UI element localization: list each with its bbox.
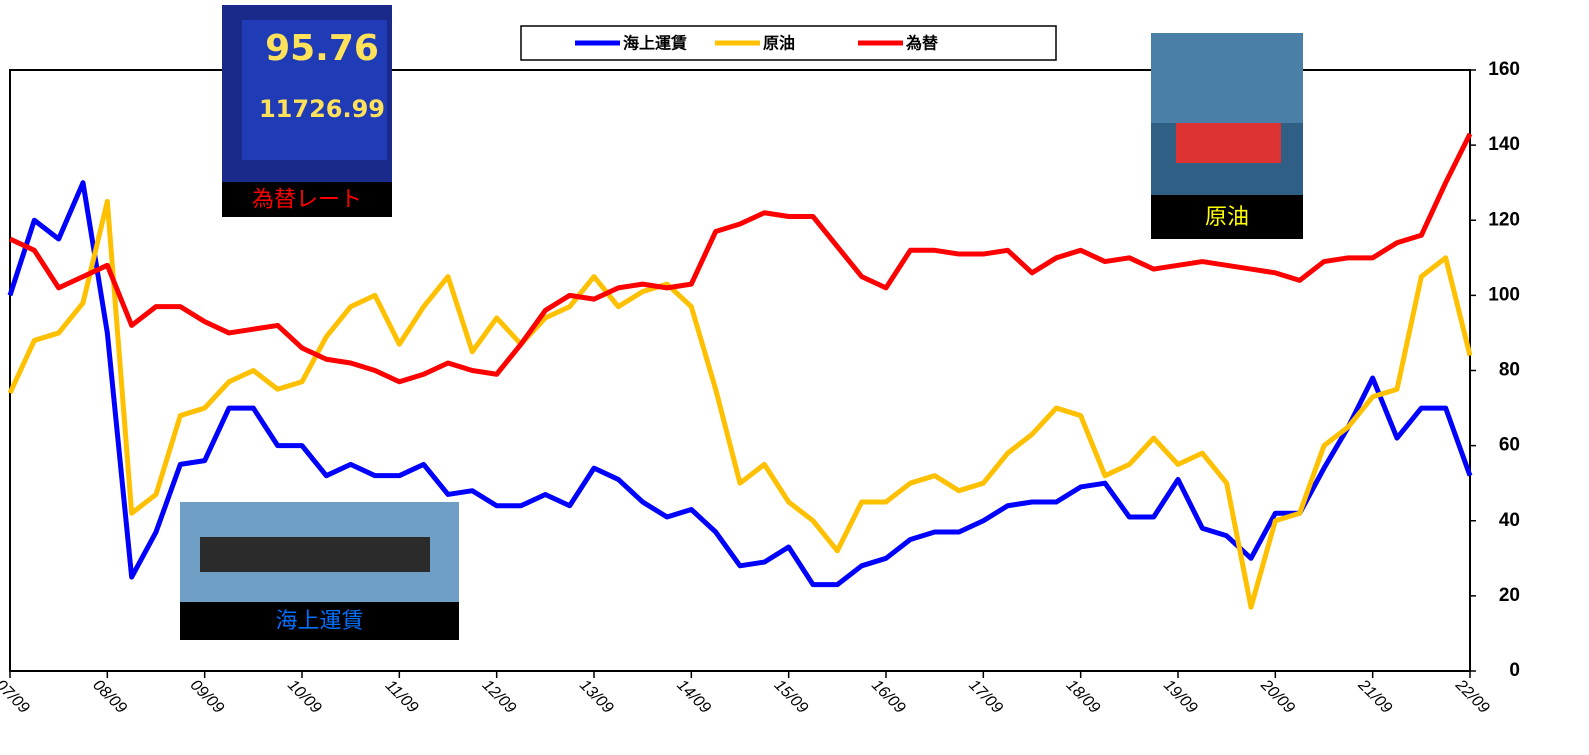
y-tick-label: 160 [1488, 59, 1520, 80]
x-tick-label: 11/09 [382, 677, 422, 717]
y-tick-label: 60 [1499, 435, 1520, 456]
x-tick-label: 08/09 [89, 677, 129, 717]
y-tick-label: 20 [1499, 585, 1520, 606]
y-tick-label: 0 [1509, 660, 1520, 681]
x-tick-label: 21/09 [1354, 676, 1395, 717]
x-tick-label: 07/09 [0, 677, 32, 717]
series-line [7, 180, 1473, 588]
x-tick-label: 13/09 [576, 677, 616, 717]
photo-board [242, 20, 387, 160]
series-line [7, 198, 1473, 610]
x-tick-label: 16/09 [868, 677, 908, 717]
photo-rig [1176, 123, 1281, 163]
legend-label: 海上運賃 [623, 34, 687, 53]
x-tick-label: 20/09 [1257, 676, 1298, 717]
x-tick-label: 12/09 [479, 677, 519, 717]
y-tick-label: 80 [1499, 360, 1520, 381]
photo-text: 11726.99 [259, 95, 385, 123]
annotation-bg [1151, 195, 1303, 239]
y-tick-label: 120 [1488, 209, 1520, 230]
y-tick-label: 100 [1488, 284, 1520, 305]
x-tick-label: 22/09 [1451, 676, 1492, 717]
x-tick-label: 18/09 [1063, 677, 1103, 717]
y-tick-label: 140 [1488, 134, 1520, 155]
x-tick-label: 19/09 [1160, 677, 1200, 717]
x-tick-label: 14/09 [673, 677, 713, 717]
annotation-label: 海上運賃 [275, 609, 363, 634]
x-tick-label: 10/09 [284, 677, 324, 717]
series-line [8, 132, 1473, 385]
photo-text: 95.76 [265, 28, 379, 69]
x-tick-label: 15/09 [771, 677, 811, 717]
annotation-bg [222, 182, 392, 217]
photo-ship [200, 537, 430, 572]
x-tick-label: 17/09 [965, 677, 1005, 717]
annotation-label: 原油 [1205, 205, 1249, 230]
annotation-bg [180, 602, 459, 640]
x-tick-label: 09/09 [187, 677, 227, 717]
legend-label: 原油 [763, 34, 795, 53]
annotation-label: 為替レート [252, 188, 362, 213]
legend-label: 為替 [906, 34, 938, 53]
y-tick-label: 40 [1499, 510, 1520, 531]
